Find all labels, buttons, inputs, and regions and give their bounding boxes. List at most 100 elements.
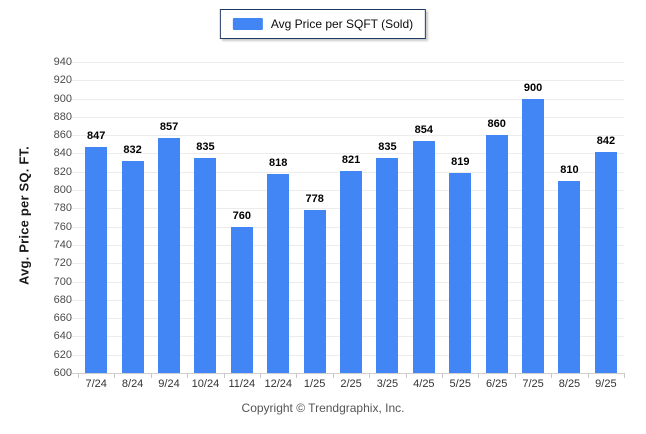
x-axis-tick-mark xyxy=(587,373,589,378)
x-tick-label: 9/25 xyxy=(595,378,617,390)
y-tick-label: 740 xyxy=(53,238,72,251)
x-axis-tick-mark xyxy=(260,373,261,378)
x-tick-label: 8/25 xyxy=(558,378,581,390)
x-tick-label: 6/25 xyxy=(485,378,508,390)
x-axis-line xyxy=(72,373,624,374)
bar-value-label: 842 xyxy=(596,134,616,147)
x-axis-tick-mark xyxy=(223,373,225,378)
gridline xyxy=(72,116,624,118)
bar-slot: 778 xyxy=(296,62,332,373)
y-tick-label: 680 xyxy=(53,293,72,306)
chart-legend: Avg Price per SQFT (Sold) xyxy=(219,9,427,39)
copyright-text: Copyright © Trendgraphix, Inc. xyxy=(241,401,405,415)
bar: 842 xyxy=(594,135,617,373)
bar-value-label: 832 xyxy=(123,143,142,156)
bar-slot: 835 xyxy=(187,62,223,373)
bar-slot: 857 xyxy=(151,62,187,373)
bar: 810 xyxy=(558,164,581,373)
bar-slot: 842 xyxy=(588,62,624,373)
y-tick-label: 820 xyxy=(53,165,72,178)
bar-slot: 810 xyxy=(551,62,587,373)
legend-series-label: Avg Price per SQFT (Sold) xyxy=(270,17,414,31)
gridline xyxy=(72,135,624,137)
x-axis-tick-mark xyxy=(405,373,407,378)
y-axis-tick-labels: 600 620 640 660 680 700 720 740 760 780 800 820 840 8… xyxy=(34,56,72,379)
x-tick-label: 8/24 xyxy=(121,378,144,390)
x-tick-label: 11/24 xyxy=(228,378,256,390)
x-tick-label: 2/25 xyxy=(340,378,362,390)
plot-area: 847 832 857 835 760 818 778 821 835 854 819 860 900 8… xyxy=(72,62,625,378)
bar-value-label: 821 xyxy=(341,153,361,166)
gridline xyxy=(72,153,624,155)
bar-slot: 760 xyxy=(224,62,260,373)
y-tick-label: 640 xyxy=(53,330,72,343)
x-axis-tick-mark xyxy=(514,373,516,378)
x-axis-tick-labels: 7/24 8/24 9/24 10/24 11/24 12/24 1/25 2/25 3/25 4… xyxy=(78,378,624,390)
bar-value-label: 860 xyxy=(487,118,506,131)
bar: 821 xyxy=(340,154,363,373)
bar-slot: 854 xyxy=(406,62,442,373)
bar: 900 xyxy=(522,82,545,373)
bar-slot: 847 xyxy=(78,62,114,373)
x-tick-label: 5/25 xyxy=(449,378,471,390)
bar-value-label: 778 xyxy=(305,193,324,206)
y-tick-label: 720 xyxy=(53,257,72,270)
y-tick-label: 660 xyxy=(53,312,72,325)
y-tick-label: 920 xyxy=(53,74,72,87)
bar-slot: 860 xyxy=(478,62,514,373)
y-tick-label: 700 xyxy=(53,275,72,288)
bar-series: 847 832 857 835 760 818 778 821 835 854 819 860 900 8… xyxy=(78,62,624,373)
x-axis-tick-mark xyxy=(624,373,625,378)
gridline xyxy=(72,62,624,63)
bar-value-label: 760 xyxy=(232,209,252,222)
bar: 835 xyxy=(194,141,217,373)
x-tick-label: 10/24 xyxy=(191,378,220,390)
bar-value-label: 818 xyxy=(269,156,288,169)
y-tick-label: 760 xyxy=(53,220,72,233)
bar: 847 xyxy=(85,130,108,373)
bar-value-label: 847 xyxy=(87,130,106,143)
x-tick-label: 3/25 xyxy=(376,378,399,390)
bar-value-label: 857 xyxy=(159,120,179,133)
y-axis-title: Avg. Price per SQ. FT. xyxy=(16,146,32,286)
bar: 860 xyxy=(485,118,508,373)
x-axis-tick-mark xyxy=(369,373,371,378)
bar: 835 xyxy=(376,141,399,373)
bar-slot: 835 xyxy=(369,62,405,373)
bar-value-label: 819 xyxy=(451,155,470,168)
x-axis-tick-mark xyxy=(114,373,116,378)
bar-value-label: 854 xyxy=(414,123,434,136)
x-axis-tick-mark xyxy=(551,373,553,378)
y-tick-label: 840 xyxy=(53,147,72,160)
x-axis-tick-mark xyxy=(296,373,298,378)
x-tick-label: 12/24 xyxy=(264,378,292,390)
bar: 854 xyxy=(412,124,435,373)
x-axis-tick-mark xyxy=(78,373,79,378)
bar-slot: 832 xyxy=(114,62,150,373)
x-tick-label: 9/24 xyxy=(158,378,180,390)
y-tick-label: 600 xyxy=(53,367,72,379)
x-axis-tick-mark xyxy=(150,373,152,378)
bar: 818 xyxy=(267,157,290,373)
bar: 832 xyxy=(121,144,144,373)
y-tick-label: 780 xyxy=(53,202,72,215)
bar: 778 xyxy=(303,193,326,373)
x-tick-label: 1/25 xyxy=(303,378,326,390)
x-axis-tick-mark xyxy=(332,373,334,378)
gridline xyxy=(72,98,624,100)
x-axis-tick-mark xyxy=(442,373,443,378)
bar-value-label: 835 xyxy=(378,141,397,154)
bar-value-label: 835 xyxy=(196,141,215,154)
bar: 819 xyxy=(449,156,472,373)
bar: 760 xyxy=(230,210,253,373)
y-tick-label: 900 xyxy=(53,92,72,105)
y-tick-label: 800 xyxy=(53,184,72,197)
bar-slot: 818 xyxy=(260,62,296,373)
x-axis-tick-mark xyxy=(478,373,480,378)
legend-color-swatch-icon xyxy=(232,18,263,30)
y-tick-label: 860 xyxy=(53,129,72,142)
x-axis-tick-mark xyxy=(187,373,189,378)
x-tick-label: 7/24 xyxy=(85,378,107,390)
x-tick-label: 7/25 xyxy=(522,378,544,390)
